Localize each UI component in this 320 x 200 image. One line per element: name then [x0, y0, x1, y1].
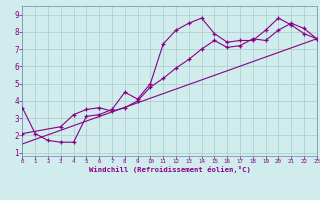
X-axis label: Windchill (Refroidissement éolien,°C): Windchill (Refroidissement éolien,°C)	[89, 166, 251, 173]
